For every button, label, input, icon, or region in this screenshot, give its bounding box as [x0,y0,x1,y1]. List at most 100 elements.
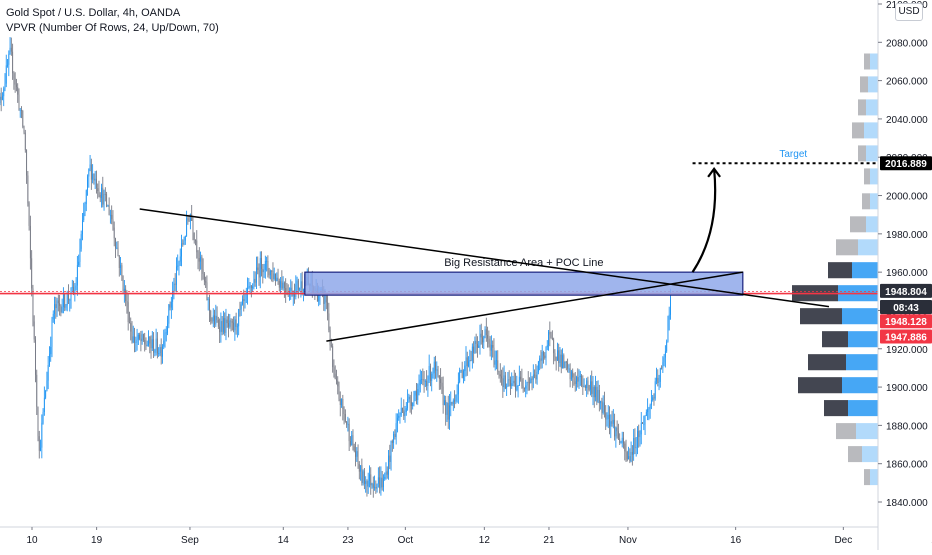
price-tick-label: 1920.000 [886,345,928,356]
candle-body [571,372,572,380]
candle-body [326,295,327,303]
candle-body [209,299,210,311]
candle-body [427,380,428,386]
candle-body [55,304,56,308]
candle-body [171,302,172,308]
candle-body [648,409,649,410]
candle-body [464,366,465,372]
candle-body [266,261,267,262]
candle-body [572,372,573,378]
candle-body [40,448,41,451]
candle-body [7,65,8,66]
price-tick-label: 1860.000 [886,460,928,471]
candle-body [582,386,583,387]
candle-body [6,65,7,83]
candle-body [105,194,106,195]
candle-body [600,401,601,403]
candle-body [194,233,195,240]
candle-body [650,405,651,409]
candle-body [485,329,486,336]
candle-body [151,344,152,348]
candle-body [59,303,60,306]
candle-body [129,322,130,323]
price-axis[interactable]: 1840.0001860.0001880.0001900.0001920.000… [878,0,928,550]
currency-badge[interactable]: USD [895,3,923,21]
candle-body [493,348,494,365]
candle-body [185,236,186,241]
chart-legend: Gold Spot / U.S. Dollar, 4h, OANDA VPVR … [6,6,219,36]
candle-body [670,296,671,314]
candle-body [609,415,610,427]
vpvr-row-down [864,168,870,184]
candle-body [554,353,555,357]
candle-body [584,386,585,387]
time-tick-label: Oct [398,535,414,546]
candle-body [581,376,582,386]
candle-body [11,48,12,52]
candle-body [82,220,83,234]
candle-body [170,304,171,307]
candle-body [68,294,69,300]
candle-body [546,347,547,358]
candle-body [132,332,133,343]
candle-body [212,321,213,322]
candle-body [83,213,84,220]
candle-body [93,174,94,181]
vpvr-row-up [866,145,878,161]
candle-body [488,339,489,344]
candle-body [52,319,53,347]
time-tick-label: Nov [619,535,637,546]
candle-body [452,402,453,404]
candle-body [99,191,100,195]
candle-body [239,309,240,310]
candle-body [154,350,155,353]
symbol-title[interactable]: Gold Spot / U.S. Dollar, 4h, OANDA [6,6,219,21]
candle-body [64,294,65,308]
candle-body [391,441,392,462]
candle-body [79,249,80,262]
candle-body [206,283,207,300]
candle-body [397,418,398,423]
candle-body [664,358,665,363]
candle-body [426,381,427,386]
candle-body [199,258,200,262]
candle-body [507,379,508,386]
candle-body [22,111,23,127]
candle-body [175,284,176,285]
time-tick-label: Sep [181,535,199,546]
candle-body [364,471,365,484]
candle-body [339,386,340,399]
vpvr-row-up [866,216,878,232]
candle-body [168,304,169,323]
candle-body [438,369,439,375]
candle-body [123,276,124,291]
vpvr-row-up-strong [846,354,878,370]
candle-body [422,379,423,380]
candle-body [354,447,355,451]
candle-body [540,358,541,360]
vpvr-row-down-strong [798,377,842,393]
candle-body [628,456,629,459]
candle-body [177,266,178,267]
candle-body [458,382,459,394]
candle-body [377,484,378,489]
vpvr-row-down [858,145,866,161]
candle-body [295,285,296,298]
candle-body [118,248,119,256]
candle-body [265,261,266,270]
candle-body [638,431,639,437]
price-tick-label: 1840.000 [886,498,928,509]
indicator-title[interactable]: VPVR (Number Of Rows, 24, Up/Down, 70) [6,21,219,36]
candle-body [392,441,393,443]
candle-body [274,274,275,280]
candle-body [455,395,456,401]
candle-body [567,363,568,369]
candle-body [667,320,668,342]
candle-body [152,339,153,348]
candle-body [473,347,474,353]
candle-body [97,188,98,191]
candle-body [241,304,242,309]
candle-body [400,415,401,416]
